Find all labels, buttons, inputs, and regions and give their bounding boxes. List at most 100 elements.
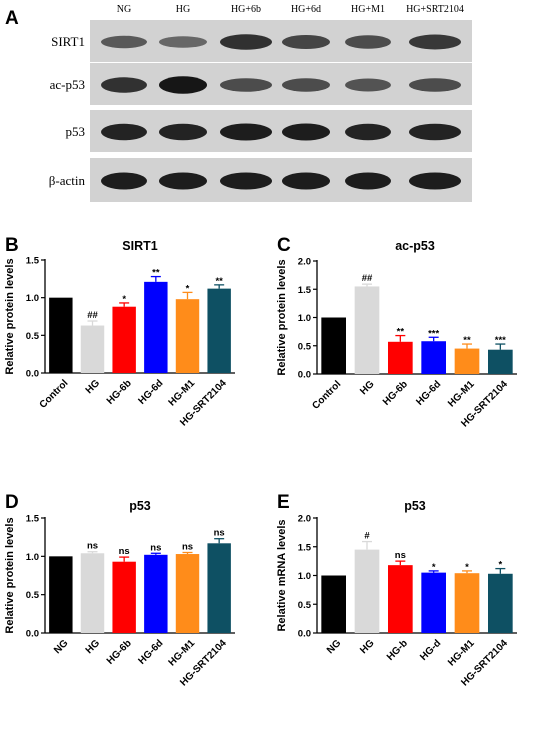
blot-band — [345, 35, 391, 49]
bar — [144, 281, 168, 373]
bar — [321, 575, 346, 633]
bar — [207, 543, 231, 633]
category-label: HG-M1 — [446, 638, 477, 669]
y-axis-label: Relative protein levels — [276, 259, 288, 375]
lane-label: HG+6b — [231, 4, 261, 15]
western-blot-panel: A NG HG HG+6b HG+6d HG+M1 HG+SRT2104 SIRT1 ac-p5… — [5, 4, 472, 202]
category-label: Control — [310, 379, 343, 412]
significance-label: ns — [119, 546, 130, 557]
y-tick-label: 1.5 — [298, 542, 312, 553]
panel-letter-a: A — [5, 8, 19, 29]
bar — [175, 554, 200, 633]
category-label: HG — [84, 378, 103, 397]
y-tick-label: 1.0 — [298, 571, 311, 582]
blot-row-label: β-actin — [49, 173, 86, 188]
category-label: HG-M1 — [167, 378, 198, 409]
significance-label: ** — [397, 327, 405, 338]
blot-band — [101, 172, 147, 190]
y-axis-label: Relative mRNA levels — [276, 519, 288, 631]
significance-label: ns — [214, 528, 225, 539]
blot-band — [409, 34, 461, 50]
significance-label: * — [498, 560, 502, 571]
blot-band — [282, 78, 330, 92]
blot-band — [159, 123, 207, 141]
significance-label: * — [465, 562, 469, 573]
significance-label: * — [186, 283, 190, 294]
category-label: HG-6d — [136, 378, 165, 407]
lane-label: HG+SRT2104 — [406, 4, 464, 15]
y-tick-label: 0.5 — [26, 331, 40, 342]
significance-label: ns — [87, 541, 98, 552]
category-label: HG-6b — [105, 378, 134, 407]
blot-row-label: ac-p53 — [50, 77, 85, 92]
bar — [80, 553, 105, 633]
significance-label: ## — [362, 273, 373, 284]
blot-band — [101, 77, 147, 93]
bar — [144, 554, 168, 633]
y-tick-label: 1.0 — [298, 313, 311, 324]
bar — [488, 573, 513, 633]
significance-label: # — [364, 531, 370, 542]
significance-label: *** — [495, 335, 506, 346]
bar — [80, 325, 105, 373]
category-label: HG-b — [385, 638, 410, 663]
blot-band — [282, 172, 330, 190]
blot-band — [282, 35, 330, 49]
category-label: HG-M1 — [167, 638, 198, 669]
panel-letter: D — [5, 492, 19, 513]
bar — [421, 341, 446, 374]
blot-band — [159, 76, 207, 94]
category-label: HG-6b — [105, 638, 134, 667]
y-tick-label: 2.0 — [298, 514, 311, 525]
blot-strip — [90, 110, 472, 152]
y-tick-label: 1.0 — [26, 552, 39, 563]
y-tick-label: 1.0 — [26, 293, 39, 304]
blot-strip — [90, 158, 472, 202]
blot-band — [345, 172, 391, 190]
significance-label: ** — [215, 276, 223, 287]
significance-label: *** — [428, 328, 439, 339]
bar — [321, 317, 346, 374]
blot-band — [282, 123, 330, 141]
bar — [421, 572, 446, 633]
lane-label: HG+M1 — [351, 4, 385, 15]
lane-label: HG — [176, 4, 190, 15]
category-label: HG — [358, 638, 377, 657]
chart-b: B SIRT1 Relative protein levels 0.0 0.5 1.0 1.… — [4, 235, 235, 428]
y-tick-label: 0.5 — [26, 590, 40, 601]
y-tick-label: 0.0 — [298, 370, 311, 381]
blot-band — [220, 172, 272, 190]
significance-label: ## — [87, 310, 98, 321]
bar — [388, 341, 413, 374]
bar — [112, 306, 136, 373]
panel-letter: E — [277, 492, 290, 513]
blot-band — [159, 172, 207, 190]
significance-label: ** — [463, 335, 471, 346]
y-tick-label: 1.5 — [26, 514, 40, 525]
bar — [175, 299, 200, 373]
bar — [454, 573, 480, 633]
bar-charts: B SIRT1 Relative protein levels 0.0 0.5 1.0 1.… — [4, 235, 517, 688]
bar — [454, 348, 480, 374]
y-tick-label: 0.0 — [26, 369, 39, 380]
chart-title: ac-p53 — [395, 239, 435, 253]
category-label: Control — [38, 378, 71, 411]
bar — [388, 565, 413, 633]
blot-band — [220, 78, 272, 92]
blot-row-label: p53 — [66, 124, 86, 139]
significance-label: ** — [152, 268, 160, 279]
category-label: HG — [358, 379, 377, 398]
bar — [49, 556, 73, 633]
blot-band — [409, 78, 461, 92]
category-label: HG — [84, 638, 103, 657]
significance-label: ns — [150, 542, 161, 553]
blot-band — [345, 78, 391, 92]
bar — [488, 349, 513, 374]
blot-band — [409, 123, 461, 141]
blot-row-label: SIRT1 — [51, 34, 85, 49]
significance-label: ns — [182, 542, 193, 553]
